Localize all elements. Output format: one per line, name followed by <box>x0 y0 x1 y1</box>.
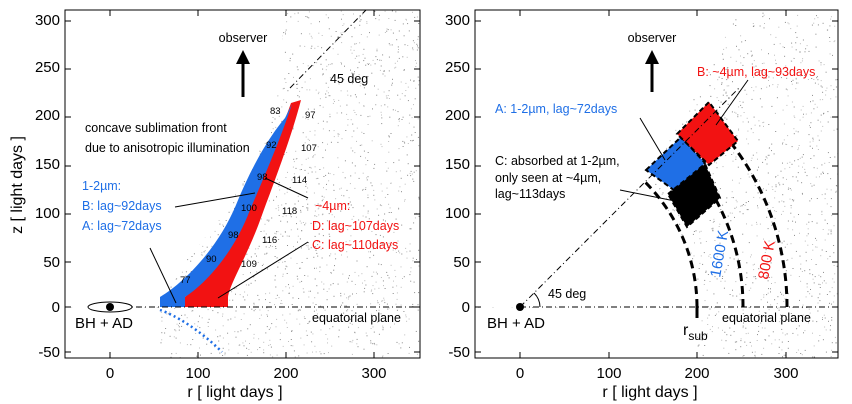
lag-114: 114 <box>292 175 307 186</box>
angle-label-right: 45 deg <box>548 287 586 301</box>
rsub-label: rsub <box>683 322 708 343</box>
y-axis-label-left: z [ light days ] <box>9 136 26 234</box>
temp-1600K-label: 1600 K <box>707 229 732 279</box>
observer-label-right: observer <box>628 31 677 45</box>
lag-98b: 98 <box>228 230 239 241</box>
lag-97: 97 <box>305 110 316 121</box>
x-tick-0-left: 0 <box>106 365 114 382</box>
y-tick-150-left: 150 <box>35 156 60 173</box>
bh-label-left: BH + AD <box>75 315 133 332</box>
x-axis-label-left: r [ light days ] <box>187 384 282 401</box>
blue-dotted-curve <box>159 308 223 353</box>
leader-blue-b <box>174 192 256 208</box>
left-panel: 0 100 200 300 -50 0 50 100 150 200 250 3… <box>9 9 421 401</box>
leader-red-c <box>217 241 309 299</box>
y-tick-50-right: 50 <box>453 254 470 271</box>
leader-b <box>715 79 749 126</box>
blue-heading: 1-2µm: <box>82 179 121 193</box>
below-plane-clear <box>65 308 160 358</box>
x-tick-200-right: 200 <box>684 365 709 382</box>
y-tick-200-right: 200 <box>445 107 470 124</box>
lag-107: 107 <box>301 143 317 154</box>
concave-text-2: due to anisotropic illumination <box>85 141 250 155</box>
equatorial-label-left: equatorial plane <box>312 311 401 325</box>
label-a: A: 1-2µm, lag~72days <box>495 102 617 116</box>
angle-line-left <box>289 10 367 89</box>
bh-label-right: BH + AD <box>487 315 545 332</box>
equatorial-label-right: equatorial plane <box>722 311 811 325</box>
x-tick-100-right: 100 <box>596 365 621 382</box>
arc-1600K <box>643 180 699 308</box>
below-plane-clear-right <box>475 308 697 358</box>
lag-83: 83 <box>270 106 281 117</box>
y-tick-50-left: 50 <box>43 254 60 271</box>
y-tick-0-left: 0 <box>52 299 60 316</box>
plot-frame-left <box>64 9 421 359</box>
y-tick-250-left: 250 <box>35 59 60 76</box>
x-tick-300-left: 300 <box>361 365 386 382</box>
y-tick-150-right: 150 <box>445 156 470 173</box>
y-tick-0-right: 0 <box>462 299 470 316</box>
concave-text-1: concave sublimation front <box>85 121 227 135</box>
y-tick-100-right: 100 <box>445 205 470 222</box>
lag-118: 118 <box>282 206 297 217</box>
x-tick-300-right: 300 <box>773 365 798 382</box>
leader-a <box>639 117 666 161</box>
leader-c <box>619 189 681 203</box>
temp-800K-label: 800 K <box>755 239 779 281</box>
blue-b-label: B: lag~92days <box>82 199 162 213</box>
observer-arrow-head-left <box>236 50 250 64</box>
y-tick-200-left: 200 <box>35 107 60 124</box>
lag-116: 116 <box>262 235 277 246</box>
axis-ticks-left <box>65 10 420 358</box>
label-c-2: only seen at ~4µm, <box>495 171 601 185</box>
leader-blue-a <box>149 247 177 304</box>
axis-ticks-right <box>475 10 838 358</box>
plot-frame-right <box>474 9 839 359</box>
black-hole-left <box>106 303 114 311</box>
x-tick-100-left: 100 <box>185 365 210 382</box>
right-panel: 0 100 200 300 -50 0 50 100 150 200 250 3… <box>445 9 839 401</box>
x-tick-0-right: 0 <box>516 365 524 382</box>
block-c-black <box>666 162 722 229</box>
dust-free-region-left <box>65 10 282 307</box>
red-d-label: D: lag~107days <box>312 219 399 233</box>
blue-a-label: A: lag~72days <box>82 219 162 233</box>
dust-free-region-right <box>475 10 740 307</box>
lag-98a: 98 <box>257 172 268 183</box>
y-tick-250-right: 250 <box>445 59 470 76</box>
observer-label-left: observer <box>219 31 268 45</box>
label-b: B: ~4µm, lag~93days <box>697 65 815 79</box>
label-c-1: C: absorbed at 1-2µm, <box>495 154 620 168</box>
lag-100: 100 <box>241 203 257 214</box>
y-tick-m50-left: -50 <box>38 344 60 361</box>
lag-90: 90 <box>206 254 217 265</box>
y-tick-100-left: 100 <box>35 205 60 222</box>
y-tick-m50-right: -50 <box>448 344 470 361</box>
observer-arrow-head-right <box>645 50 659 64</box>
label-c-3: lag~113days <box>495 187 565 201</box>
angle-label-left: 45 deg <box>330 72 368 86</box>
x-axis-label-right: r [ light days ] <box>602 384 697 401</box>
x-tick-200-left: 200 <box>273 365 298 382</box>
angle-arc <box>533 292 541 308</box>
lag-77: 77 <box>180 275 191 286</box>
y-tick-300-right: 300 <box>445 12 470 29</box>
block-b-red <box>675 100 740 167</box>
red-heading: ~4µm: <box>315 199 350 213</box>
lag-109: 109 <box>241 259 257 270</box>
black-hole-right <box>516 303 524 311</box>
y-tick-300-left: 300 <box>35 12 60 29</box>
lag-92: 92 <box>266 140 277 151</box>
leader-red-d <box>264 177 309 199</box>
red-c-label: C: lag~110days <box>312 238 398 252</box>
